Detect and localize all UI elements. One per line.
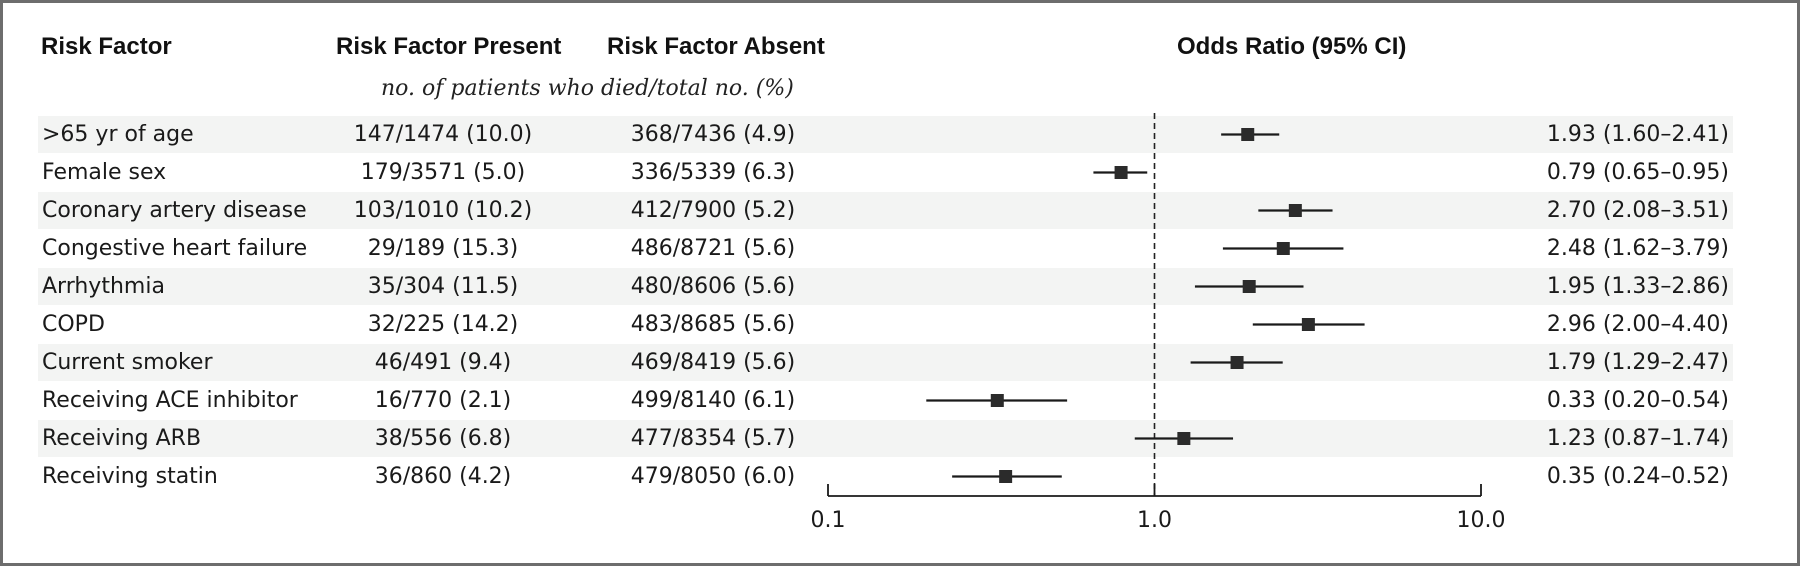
table-row: Receiving statin 36/860 (4.2) 479/8050 (6.… — [38, 458, 1733, 495]
header-present: Risk Factor Present — [336, 33, 562, 60]
present-count-cell: 32/225 (14.2) — [367, 312, 519, 337]
table-row: Female sex 179/3571 (5.0) 336/5339 (6.3) 0.… — [38, 154, 1733, 191]
table-row: Coronary artery disease 103/1010 (10.2) 41… — [38, 192, 1733, 229]
risk-factor-cell: Receiving ACE inhibitor — [42, 388, 298, 413]
present-count-cell: 38/556 (6.8) — [374, 426, 512, 451]
risk-factor-cell: Receiving ARB — [42, 426, 202, 451]
odds-ratio-cell: 2.48 (1.62–3.79) — [1546, 236, 1729, 261]
absent-count-cell: 477/8354 (5.7) — [630, 426, 796, 451]
odds-ratio-cell: 1.79 (1.29–2.47) — [1546, 350, 1729, 375]
present-count-cell: 16/770 (2.1) — [374, 388, 512, 413]
odds-ratio-cell: 0.79 (0.65–0.95) — [1546, 160, 1729, 185]
header-odds-ratio: Odds Ratio (95% CI) — [1177, 33, 1407, 60]
table-row: COPD 32/225 (14.2) 483/8685 (5.6) 2.96 (2.0… — [38, 306, 1733, 343]
present-count-cell: 29/189 (15.3) — [367, 236, 519, 261]
risk-factor-cell: Current smoker — [42, 350, 213, 375]
table-row: Arrhythmia 35/304 (11.5) 480/8606 (5.6) 1.9… — [38, 268, 1733, 305]
risk-factor-cell: Arrhythmia — [42, 274, 165, 299]
odds-ratio-cell: 1.95 (1.33–2.86) — [1546, 274, 1729, 299]
absent-count-cell: 368/7436 (4.9) — [630, 122, 796, 147]
table-row: >65 yr of age 147/1474 (10.0) 368/7436 (4.… — [38, 116, 1733, 153]
odds-ratio-cell: 2.96 (2.00–4.40) — [1546, 312, 1729, 337]
absent-count-cell: 483/8685 (5.6) — [630, 312, 796, 337]
risk-factor-cell: Female sex — [42, 160, 167, 185]
present-count-cell: 179/3571 (5.0) — [360, 160, 526, 185]
absent-count-cell: 336/5339 (6.3) — [630, 160, 796, 185]
table-row: Receiving ARB 38/556 (6.8) 477/8354 (5.7) 1… — [38, 420, 1733, 457]
risk-factor-cell: Receiving statin — [42, 464, 218, 489]
absent-count-cell: 412/7900 (5.2) — [630, 198, 796, 223]
absent-count-cell: 469/8419 (5.6) — [630, 350, 796, 375]
odds-ratio-cell: 1.23 (0.87–1.74) — [1546, 426, 1729, 451]
subheader-units: no. of patients who died/total no. (%) — [381, 76, 794, 101]
x-tick-label: 10.0 — [1457, 508, 1506, 533]
header-absent: Risk Factor Absent — [607, 33, 825, 60]
risk-factor-cell: COPD — [42, 312, 105, 337]
present-count-cell: 103/1010 (10.2) — [353, 198, 533, 223]
odds-ratio-cell: 0.35 (0.24–0.52) — [1546, 464, 1729, 489]
absent-count-cell: 479/8050 (6.0) — [630, 464, 796, 489]
risk-factor-cell: Congestive heart failure — [42, 236, 308, 261]
present-count-cell: 35/304 (11.5) — [367, 274, 519, 299]
x-tick-label: 0.1 — [811, 508, 846, 533]
risk-factor-cell: >65 yr of age — [42, 122, 194, 147]
table-row: Receiving ACE inhibitor 16/770 (2.1) 499/8… — [38, 382, 1733, 419]
header-risk-factor: Risk Factor — [41, 33, 172, 60]
table-row: Current smoker 46/491 (9.4) 469/8419 (5.6)… — [38, 344, 1733, 381]
x-tick-label: 1.0 — [1137, 508, 1172, 533]
odds-ratio-cell: 1.93 (1.60–2.41) — [1546, 122, 1729, 147]
odds-ratio-cell: 2.70 (2.08–3.51) — [1546, 198, 1729, 223]
absent-count-cell: 480/8606 (5.6) — [630, 274, 796, 299]
present-count-cell: 46/491 (9.4) — [374, 350, 512, 375]
present-count-cell: 147/1474 (10.0) — [353, 122, 533, 147]
absent-count-cell: 486/8721 (5.6) — [630, 236, 796, 261]
present-count-cell: 36/860 (4.2) — [374, 464, 512, 489]
risk-factor-cell: Coronary artery disease — [42, 198, 307, 223]
absent-count-cell: 499/8140 (6.1) — [630, 388, 796, 413]
table-row: Congestive heart failure 29/189 (15.3) 486… — [38, 230, 1733, 267]
odds-ratio-cell: 0.33 (0.20–0.54) — [1546, 388, 1729, 413]
